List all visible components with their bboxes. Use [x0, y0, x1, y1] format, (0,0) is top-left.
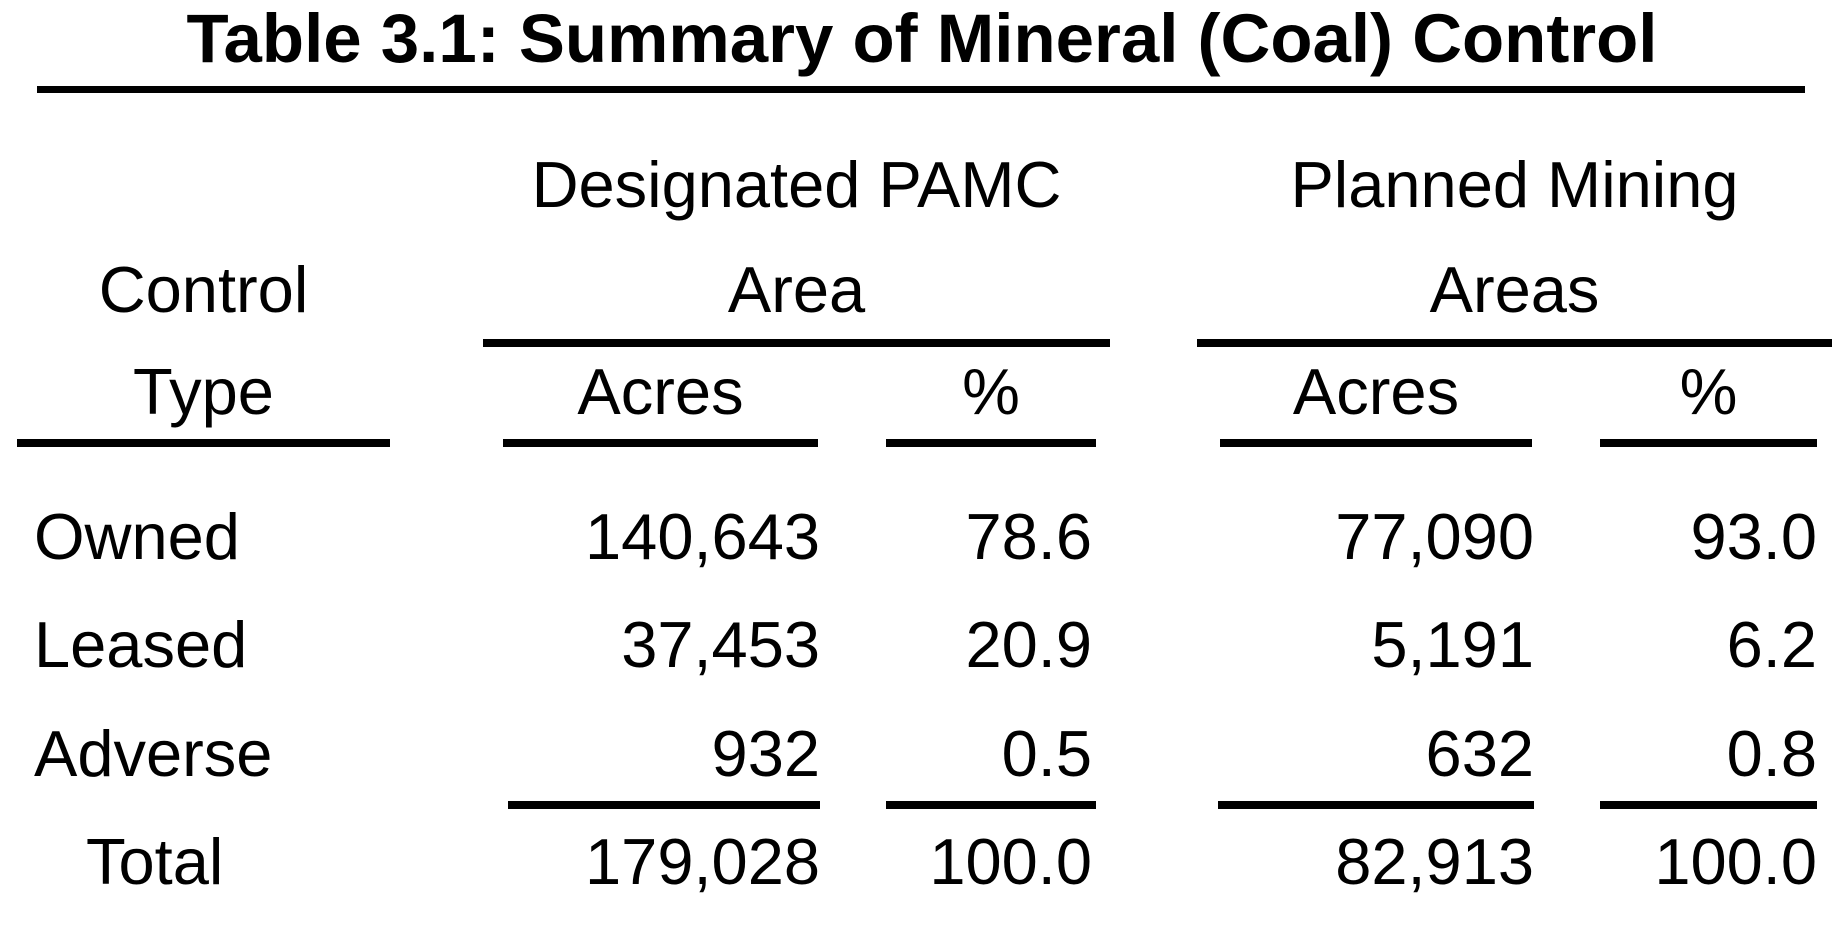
col-header-pamc-acres: Acres: [577, 355, 744, 428]
pamc-acres-total-rule: [508, 801, 820, 809]
row-leased-label: Leased: [34, 608, 248, 681]
planned-percent-total-rule: [1600, 801, 1817, 809]
row-total-pamc-acres: 179,028: [585, 825, 820, 898]
row-total-pamc-percent: 100.0: [929, 825, 1092, 898]
row-owned-planned-acres: 77,090: [1335, 500, 1534, 573]
group-header-planned-mining: Planned Mining: [1290, 148, 1739, 221]
col-header-planned-percent: %: [1679, 355, 1738, 428]
row-owned-planned-percent: 93.0: [1690, 500, 1817, 573]
row-adverse-pamc-acres: 932: [711, 717, 820, 790]
planned-percent-header-rule: [1600, 439, 1817, 447]
table-title: Table 3.1: Summary of Mineral (Coal) Con…: [186, 0, 1658, 77]
group-header-areas: Areas: [1429, 253, 1600, 326]
row-owned-pamc-percent: 78.6: [965, 500, 1092, 573]
row-leased-planned-percent: 6.2: [1726, 608, 1817, 681]
planned-acres-total-rule: [1218, 801, 1534, 809]
row-header-control: Control: [98, 253, 309, 326]
row-leased-pamc-acres: 37,453: [621, 608, 820, 681]
row-owned-pamc-acres: 140,643: [585, 500, 820, 573]
planned-group-rule: [1197, 339, 1832, 347]
row-total-planned-acres: 82,913: [1335, 825, 1534, 898]
col-header-pamc-percent: %: [962, 355, 1020, 428]
title-underline-rule: [37, 86, 1805, 93]
row-leased-pamc-percent: 20.9: [965, 608, 1092, 681]
row-header-type: Type: [133, 355, 274, 428]
pamc-percent-total-rule: [886, 801, 1096, 809]
row-owned-label: Owned: [34, 500, 240, 573]
row-total-planned-percent: 100.0: [1654, 825, 1817, 898]
pamc-group-rule: [483, 339, 1110, 347]
pamc-percent-header-rule: [886, 439, 1096, 447]
row-adverse-pamc-percent: 0.5: [1001, 717, 1092, 790]
group-header-designated-pamc: Designated PAMC: [531, 148, 1062, 221]
pamc-acres-header-rule: [503, 439, 818, 447]
row-total-label: Total: [86, 825, 224, 898]
type-column-rule: [17, 439, 390, 447]
row-adverse-label: Adverse: [34, 717, 273, 790]
row-adverse-planned-percent: 0.8: [1726, 717, 1817, 790]
group-header-area: Area: [727, 253, 866, 326]
planned-acres-header-rule: [1220, 439, 1532, 447]
row-adverse-planned-acres: 632: [1425, 717, 1534, 790]
row-leased-planned-acres: 5,191: [1371, 608, 1534, 681]
col-header-planned-acres: Acres: [1292, 355, 1460, 428]
